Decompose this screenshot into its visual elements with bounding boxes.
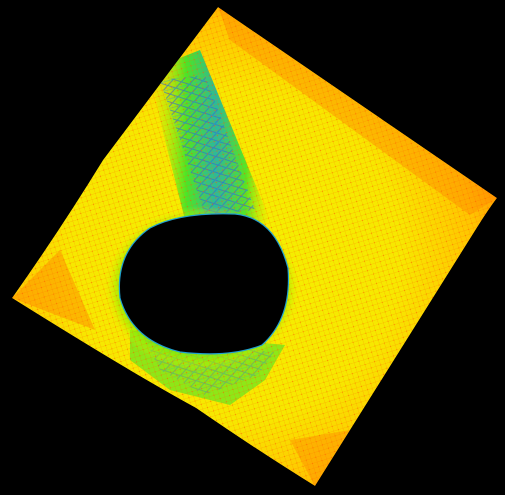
hole bbox=[118, 213, 290, 355]
